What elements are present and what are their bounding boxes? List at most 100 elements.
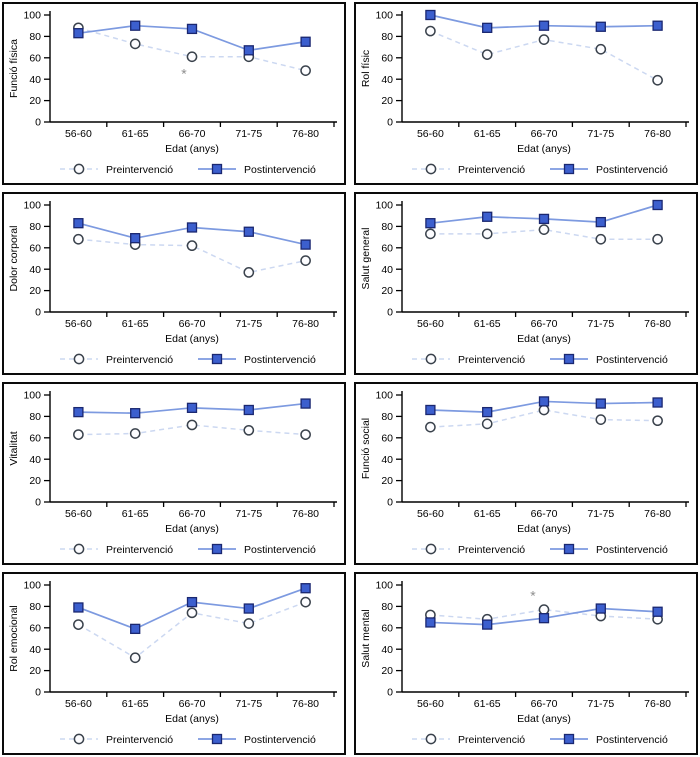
legend-label-postintervencio: Postintervenció bbox=[244, 164, 316, 176]
x-tick-label: 71-75 bbox=[235, 128, 262, 140]
line-chart-funci-social: 0 20 40 60 80 100 56-60 61-65 66-70 71-75 76-80 Eda… bbox=[360, 390, 689, 556]
data-point-postintervencio bbox=[652, 397, 663, 408]
legend-pre-marker-circle-icon bbox=[73, 733, 85, 745]
data-point-postintervencio bbox=[595, 398, 606, 409]
data-point-postintervencio bbox=[73, 406, 84, 418]
line-chart-rol-f-sic: 0 20 40 60 80 100 56-60 61-65 66-70 71-75 76-80 Eda… bbox=[360, 9, 689, 176]
data-point-postintervencio bbox=[652, 199, 663, 211]
data-point-postintervencio bbox=[425, 9, 436, 21]
line-chart-rol-emocional: 0 20 40 60 80 100 56-60 61-65 66-70 71-75 76-80 Eda… bbox=[8, 580, 337, 746]
y-tick-label: 100 bbox=[375, 10, 393, 22]
x-axis-title: Edat (anys) bbox=[165, 713, 219, 725]
y-tick-label: 40 bbox=[29, 264, 41, 276]
data-point-postintervencio bbox=[243, 45, 254, 56]
line-chart-salut-mental: 0 20 40 60 80 100 56-60 61-65 66-70 71-75 76-80 Eda… bbox=[360, 580, 689, 746]
data-point-postintervencio bbox=[300, 398, 311, 409]
data-point-postintervencio bbox=[425, 617, 436, 628]
y-axis-title: Rol emocional bbox=[8, 605, 20, 672]
y-axis-title: Rol físic bbox=[360, 50, 372, 87]
data-point-preintervencio bbox=[300, 255, 311, 266]
x-tick-label: 56-60 bbox=[65, 318, 92, 330]
line-chart-funci-f-sica: 0 20 40 60 80 100 56-60 61-65 66-70 71-75 76-80 Eda… bbox=[8, 10, 337, 176]
x-tick-label: 61-65 bbox=[474, 128, 501, 140]
data-point-preintervencio bbox=[129, 428, 141, 439]
x-tick-label: 61-65 bbox=[122, 318, 149, 330]
data-point-preintervencio bbox=[73, 619, 84, 630]
legend-post-marker-square-icon bbox=[563, 543, 575, 555]
y-tick-label: 100 bbox=[23, 10, 41, 22]
series-line-preintervencio bbox=[78, 27, 306, 72]
data-point-postintervencio bbox=[538, 20, 550, 31]
x-tick-label: 76-80 bbox=[292, 318, 319, 330]
data-point-preintervencio bbox=[425, 228, 436, 240]
y-tick-label: 60 bbox=[29, 52, 41, 64]
chart-panel: 0 20 40 60 80 100 56-60 61-65 66-70 71-75 76-80 Eda… bbox=[354, 2, 698, 185]
data-point-postintervencio bbox=[186, 222, 198, 233]
y-tick-label: 60 bbox=[29, 432, 41, 444]
series-line-preintervencio bbox=[430, 409, 658, 428]
data-point-postintervencio bbox=[130, 623, 141, 635]
data-point-preintervencio bbox=[186, 51, 198, 63]
data-point-preintervencio bbox=[425, 25, 436, 37]
series-line-preintervencio bbox=[430, 228, 658, 240]
x-tick-label: 66-70 bbox=[531, 128, 558, 140]
x-tick-label: 71-75 bbox=[587, 128, 614, 140]
data-point-preintervencio bbox=[595, 233, 607, 245]
x-axis-title: Edat (anys) bbox=[517, 143, 571, 155]
y-tick-label: 100 bbox=[375, 200, 393, 212]
data-point-preintervencio bbox=[73, 233, 84, 245]
data-point-postintervencio bbox=[482, 406, 493, 418]
y-tick-label: 20 bbox=[381, 95, 393, 107]
data-point-postintervencio bbox=[482, 22, 493, 33]
y-tick-label: 80 bbox=[381, 31, 393, 43]
x-tick-label: 76-80 bbox=[292, 698, 319, 710]
data-point-postintervencio bbox=[482, 619, 493, 630]
data-point-preintervencio bbox=[129, 652, 141, 664]
x-tick-label: 66-70 bbox=[179, 318, 206, 330]
data-point-preintervencio bbox=[186, 419, 198, 431]
y-tick-label: 60 bbox=[381, 52, 393, 64]
y-tick-label: 40 bbox=[381, 644, 393, 656]
x-tick-label: 76-80 bbox=[292, 508, 319, 520]
data-point-preintervencio bbox=[243, 618, 255, 629]
data-point-postintervencio bbox=[595, 603, 606, 614]
x-tick-label: 71-75 bbox=[587, 698, 614, 710]
data-point-preintervencio bbox=[538, 604, 550, 615]
data-point-postintervencio bbox=[130, 408, 141, 419]
y-tick-label: 20 bbox=[381, 665, 393, 677]
x-tick-label: 66-70 bbox=[531, 698, 558, 710]
x-tick-label: 56-60 bbox=[417, 318, 444, 330]
data-point-postintervencio bbox=[73, 28, 84, 39]
x-tick-label: 76-80 bbox=[644, 698, 671, 710]
y-tick-label: 80 bbox=[29, 31, 41, 43]
x-tick-label: 66-70 bbox=[531, 508, 558, 520]
data-point-postintervencio bbox=[300, 583, 311, 594]
legend-label-preintervencio: Preintervenció bbox=[106, 354, 173, 366]
data-point-postintervencio bbox=[425, 218, 436, 229]
x-tick-label: 71-75 bbox=[587, 318, 614, 330]
data-point-preintervencio bbox=[186, 240, 198, 252]
data-point-preintervencio bbox=[300, 429, 311, 440]
y-tick-label: 0 bbox=[35, 307, 41, 319]
legend-label-postintervencio: Postintervenció bbox=[596, 544, 668, 556]
legend-post-marker-square-icon bbox=[211, 353, 223, 365]
y-tick-label: 20 bbox=[29, 285, 41, 297]
legend-label-preintervencio: Preintervenció bbox=[458, 544, 525, 556]
y-axis-title: Salut general bbox=[360, 228, 372, 290]
x-axis-title: Edat (anys) bbox=[517, 333, 571, 345]
legend-label-postintervencio: Postintervenció bbox=[244, 544, 316, 556]
x-tick-label: 56-60 bbox=[65, 508, 92, 520]
legend-pre-marker-circle-icon bbox=[425, 543, 437, 555]
line-chart-vitalitat: 0 20 40 60 80 100 56-60 61-65 66-70 71-75 76-80 Eda… bbox=[8, 390, 337, 556]
x-tick-label: 61-65 bbox=[122, 128, 149, 140]
y-tick-label: 0 bbox=[35, 117, 41, 129]
x-tick-label: 66-70 bbox=[179, 508, 206, 520]
data-point-preintervencio bbox=[595, 43, 607, 55]
data-point-preintervencio bbox=[538, 224, 550, 235]
x-tick-label: 71-75 bbox=[587, 508, 614, 520]
legend-pre-marker-circle-icon bbox=[73, 163, 85, 175]
line-chart-salut-general: 0 20 40 60 80 100 56-60 61-65 66-70 71-75 76-80 Eda… bbox=[360, 199, 689, 366]
y-tick-label: 0 bbox=[387, 687, 393, 699]
legend-pre-marker-circle-icon bbox=[73, 353, 85, 365]
data-point-preintervencio bbox=[186, 607, 198, 619]
